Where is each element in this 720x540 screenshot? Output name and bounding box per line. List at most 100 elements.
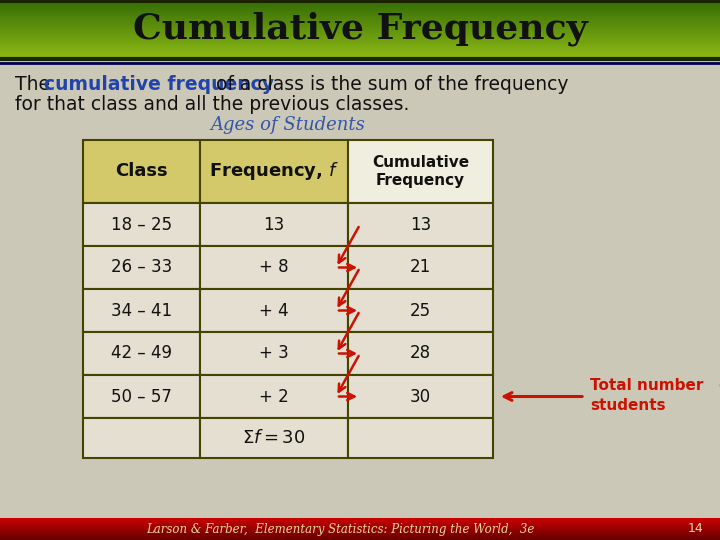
Text: 30: 30	[410, 388, 431, 406]
Bar	[348, 418, 493, 458]
Bar	[200, 418, 348, 458]
Bar	[0, 5, 720, 7]
Bar	[348, 332, 493, 375]
Bar	[0, 4, 720, 6]
Bar	[348, 289, 493, 332]
Bar	[0, 532, 720, 534]
Bar	[0, 519, 720, 520]
Bar	[200, 246, 348, 289]
Bar	[0, 52, 720, 53]
Bar	[0, 531, 720, 532]
Bar	[0, 1, 720, 2]
Text: Cumulative Frequency: Cumulative Frequency	[132, 12, 588, 46]
Bar	[0, 14, 720, 16]
Bar	[200, 289, 348, 332]
Bar	[0, 37, 720, 39]
Bar	[348, 203, 493, 246]
Bar	[0, 535, 720, 536]
Bar	[0, 51, 720, 52]
Bar	[348, 140, 493, 203]
Text: 25: 25	[410, 301, 431, 320]
Bar	[200, 332, 348, 375]
Bar	[0, 534, 720, 535]
Bar	[0, 537, 720, 538]
Bar	[0, 43, 720, 44]
Bar	[83, 203, 200, 246]
Bar	[0, 36, 720, 38]
Bar	[0, 41, 720, 43]
Bar	[200, 203, 348, 246]
Bar	[0, 0, 720, 3]
Text: Larson & Farber,  Elementary Statistics: Picturing the World,  3e: Larson & Farber, Elementary Statistics: …	[146, 523, 534, 536]
Bar	[0, 539, 720, 540]
Bar	[0, 24, 720, 25]
Text: + 8: + 8	[259, 259, 289, 276]
Bar	[0, 55, 720, 56]
Bar	[0, 523, 720, 524]
Bar	[0, 50, 720, 51]
Bar	[0, 48, 720, 49]
Text: 42 – 49: 42 – 49	[111, 345, 172, 362]
Text: students: students	[590, 398, 665, 413]
Text: Cumulative
Frequency: Cumulative Frequency	[372, 154, 469, 188]
Text: for that class and all the previous classes.: for that class and all the previous clas…	[15, 94, 410, 113]
Bar	[0, 25, 720, 26]
Bar	[0, 11, 720, 12]
Bar	[0, 6, 720, 8]
Bar	[0, 527, 720, 528]
Text: 26 – 33: 26 – 33	[111, 259, 172, 276]
Text: Frequency, $f$: Frequency, $f$	[209, 160, 339, 183]
Bar	[0, 39, 720, 40]
Text: 28: 28	[410, 345, 431, 362]
Bar	[83, 140, 200, 203]
Bar	[348, 246, 493, 289]
Text: $\Sigma f=30$: $\Sigma f=30$	[243, 429, 306, 447]
Bar	[0, 18, 720, 19]
Bar	[0, 33, 720, 35]
Text: The: The	[15, 75, 56, 93]
Bar	[0, 530, 720, 531]
Bar	[0, 7, 720, 9]
Text: cumulative frequency: cumulative frequency	[44, 75, 274, 93]
Bar	[0, 30, 720, 32]
Bar	[0, 13, 720, 15]
Bar	[0, 520, 720, 521]
Bar	[0, 521, 720, 522]
Text: 21: 21	[410, 259, 431, 276]
Bar	[0, 19, 720, 21]
Bar	[0, 26, 720, 28]
Bar	[0, 35, 720, 37]
Bar	[0, 57, 720, 58]
Bar	[0, 17, 720, 18]
Bar	[0, 16, 720, 17]
Bar	[0, 15, 720, 16]
Bar	[83, 289, 200, 332]
Bar	[0, 536, 720, 537]
Text: 18 – 25: 18 – 25	[111, 215, 172, 233]
Bar	[0, 526, 720, 527]
Text: 14: 14	[688, 523, 704, 536]
Bar	[0, 31, 720, 33]
Text: Total number   of: Total number of	[590, 378, 720, 393]
Bar	[0, 40, 720, 42]
Bar	[0, 25, 720, 27]
Bar	[0, 535, 720, 536]
Bar	[0, 526, 720, 528]
Bar	[0, 22, 720, 23]
Text: + 3: + 3	[259, 345, 289, 362]
Bar	[0, 3, 720, 5]
Bar	[348, 375, 493, 418]
Text: 13: 13	[264, 215, 284, 233]
Bar	[0, 0, 720, 1]
Bar	[0, 2, 720, 4]
Bar	[0, 35, 720, 36]
Text: Ages of Students: Ages of Students	[210, 116, 366, 134]
Bar	[0, 56, 720, 57]
Bar	[0, 9, 720, 11]
Bar	[0, 521, 720, 522]
Bar	[0, 2, 720, 3]
Bar	[0, 524, 720, 525]
Text: of a class is the sum of the frequency: of a class is the sum of the frequency	[210, 75, 569, 93]
Bar	[83, 375, 200, 418]
Bar	[0, 47, 720, 49]
